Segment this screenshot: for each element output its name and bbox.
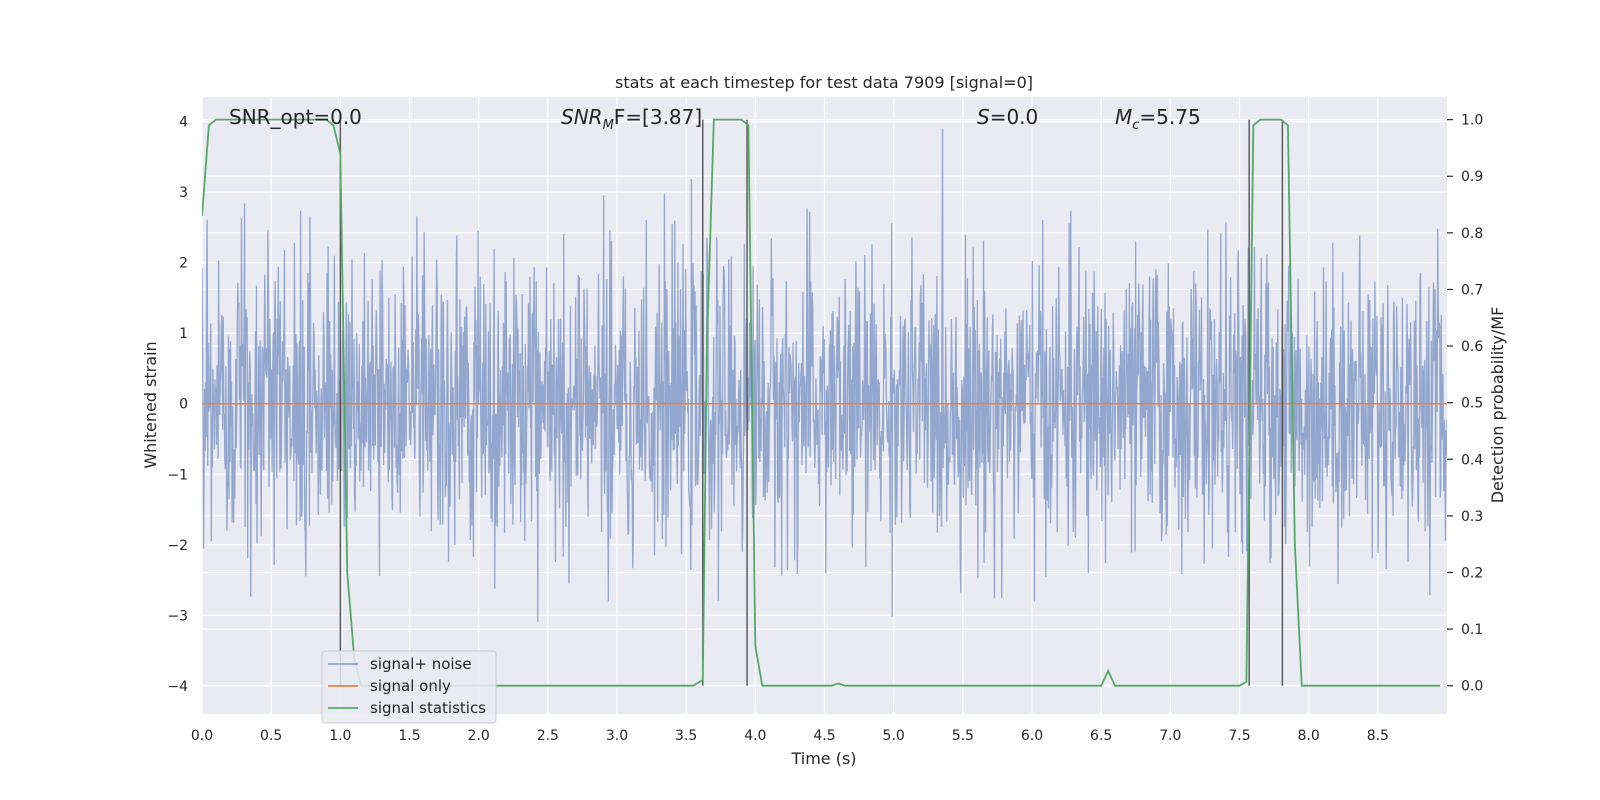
x-tick-label: 3.0 — [606, 728, 628, 744]
y-right-tick-label: 0.3 — [1461, 509, 1483, 525]
plot-content — [202, 118, 1447, 687]
x-tick-label: 8.0 — [1298, 728, 1320, 744]
y-right-tick-label: 0.9 — [1461, 169, 1483, 185]
x-tick-label: 1.0 — [329, 728, 351, 744]
x-tick-label: 8.5 — [1367, 728, 1389, 744]
x-tick-label: 6.5 — [1090, 728, 1112, 744]
annotation-snr-mf-value: F=[3.87] — [614, 105, 702, 129]
x-tick-label: 2.0 — [468, 728, 490, 744]
annotation-mc-symbol: M — [1115, 105, 1132, 129]
x-axis-ticks: 0.0 0.5 1.0 1.5 2.0 2.5 3.0 3.5 4.0 4.5 5.0 5.5 6.0 6… — [191, 728, 1389, 744]
x-tick-label: 0.0 — [191, 728, 213, 744]
annotation-snr-mf: SNRMF=[3.87] — [561, 105, 702, 133]
y-axis-left-ticks: 4 3 2 1 0 −1 −2 −3 −4 — [167, 115, 188, 695]
y-left-tick-label: 3 — [179, 185, 188, 201]
annotation-s: S=0.0 — [977, 105, 1038, 129]
x-tick-label: 6.0 — [1021, 728, 1043, 744]
x-tick-label: 7.0 — [1159, 728, 1181, 744]
legend-label-signal-plus-noise: signal+ noise — [370, 655, 472, 673]
x-tick-label: 3.5 — [675, 728, 697, 744]
series-signal-statistics — [202, 118, 1441, 687]
series-signal-plus-noise — [202, 128, 1447, 622]
y-right-tick-label: 0.5 — [1461, 396, 1483, 412]
annotation-mc: Mc=5.75 — [1115, 105, 1201, 133]
x-axis-label: Time (s) — [790, 749, 856, 768]
annotation-mc-subscript: c — [1132, 118, 1139, 133]
annotation-mc-value: =5.75 — [1139, 105, 1200, 129]
y-left-tick-label: −4 — [167, 679, 188, 695]
line-signal-statistics — [202, 118, 1441, 687]
annotation-snr-opt: SNR_opt=0.0 — [229, 105, 362, 129]
y-axis-right-label: Detection probability/MF — [1488, 307, 1507, 504]
y-right-tick-label: 0.0 — [1461, 679, 1483, 695]
y-left-tick-label: −1 — [167, 467, 188, 483]
y-left-tick-label: 2 — [179, 256, 188, 272]
y-right-tick-label: 0.1 — [1461, 622, 1483, 638]
y-right-tick-label: 0.8 — [1461, 226, 1483, 242]
y-right-tick-label: 0.4 — [1461, 452, 1483, 468]
legend-label-signal-statistics: signal statistics — [370, 699, 486, 717]
y-right-tick-label: 1.0 — [1461, 113, 1483, 129]
y-right-tick-label: 0.2 — [1461, 565, 1483, 581]
annotation-snr-mf-subscript: M — [603, 118, 614, 133]
x-tick-label: 2.5 — [537, 728, 559, 744]
annotation-s-value: =0.0 — [990, 105, 1039, 129]
x-tick-label: 5.0 — [883, 728, 905, 744]
x-tick-label: 7.5 — [1228, 728, 1250, 744]
y-axis-right-ticks: 1.0 0.9 0.8 0.7 0.6 0.5 0.4 0.3 0.2 0.1 0.0 — [1447, 113, 1483, 695]
y-left-tick-label: −2 — [167, 538, 188, 554]
y-right-tick-label: 0.7 — [1461, 282, 1483, 298]
y-left-tick-label: 1 — [179, 326, 188, 342]
y-left-tick-label: 4 — [179, 115, 188, 131]
y-right-tick-label: 0.6 — [1461, 339, 1483, 355]
x-tick-label: 0.5 — [260, 728, 282, 744]
y-axis-left-label: Whitened strain — [141, 341, 160, 468]
x-tick-label: 1.5 — [398, 728, 420, 744]
x-tick-label: 4.0 — [744, 728, 766, 744]
y-left-tick-label: −3 — [167, 608, 188, 624]
x-tick-label: 4.5 — [813, 728, 835, 744]
x-tick-label: 5.5 — [952, 728, 974, 744]
chart-title: stats at each timestep for test data 790… — [615, 73, 1033, 92]
y-left-tick-label: 0 — [179, 397, 188, 413]
annotation-snr-mf-symbol: SNR — [561, 105, 603, 129]
annotation-s-symbol: S — [977, 105, 990, 129]
line-signal-plus-noise — [202, 128, 1447, 622]
legend-box — [321, 650, 497, 724]
legend-label-signal-only: signal only — [370, 677, 451, 695]
legend: signal+ noise signal only signal statist… — [321, 650, 497, 724]
